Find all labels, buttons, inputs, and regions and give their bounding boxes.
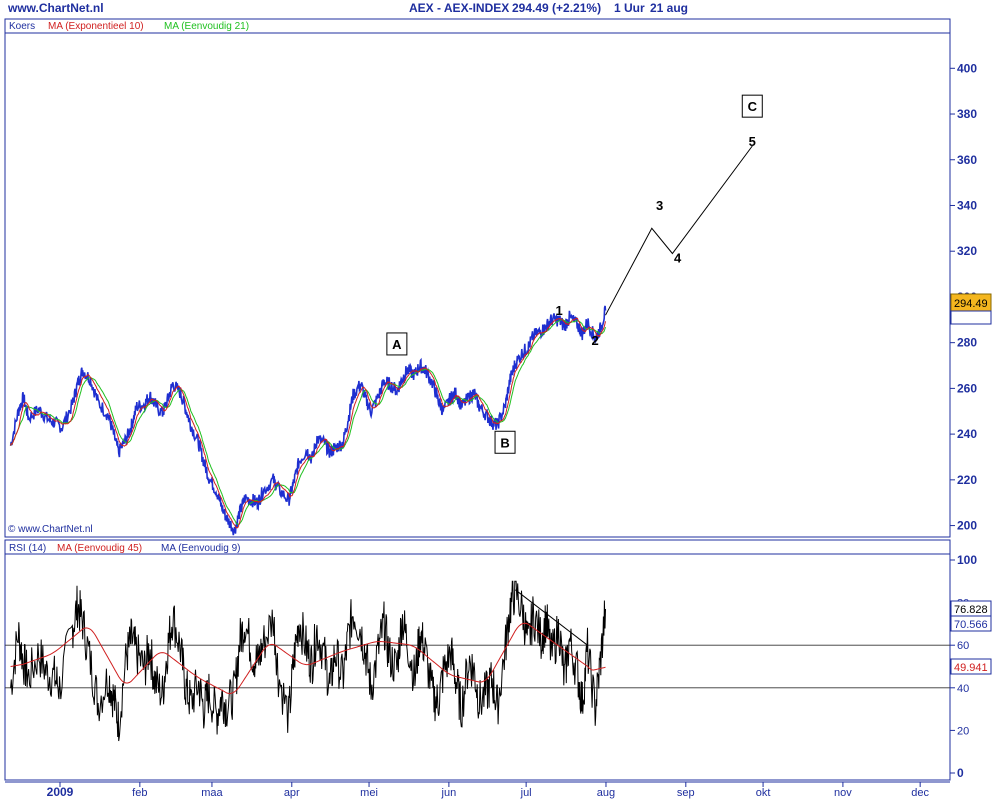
wave-label-5: 5 [749,134,756,149]
price-series [9,305,607,536]
rsi-y-tick-label: 20 [957,725,969,737]
price-y-tick-label: 340 [957,198,977,212]
legend-sma21: MA (Eenvoudig 21) [164,21,249,32]
rsi-tags: 76.828 70.566 49.941 [950,600,992,675]
wave-box-label-C: C [748,99,758,114]
wave-label-1: 1 [556,303,563,318]
x-tick-label: sep [677,787,695,799]
x-tick-label: mei [360,787,378,799]
x-tick-label: dec [911,787,929,799]
price-y-tick-label: 400 [957,61,977,75]
legend-rsi-ma9: MA (Eenvoudig 9) [161,543,241,554]
chart-interval: 1 Uur [614,1,645,15]
rsi-tag-value: 76.828 [954,604,988,616]
legend-rsi: RSI (14) [9,543,46,554]
price-y-tick-label: 280 [957,336,977,350]
rsi-panel-frame [4,539,951,781]
legend-price: Koers [9,21,35,32]
price-y-axis: 200220240260280300320340360380400 [950,61,977,533]
price-y-tick-label: 260 [957,381,977,395]
rsi-y-tick-label: 60 [957,640,969,652]
rsi-y-tick-label: 0 [957,766,964,780]
legend-rsi-ma45: MA (Eenvoudig 45) [57,543,142,554]
wave-label-4: 4 [674,251,682,266]
wave-annotations: 1 2 3 4 5 A B C [386,94,763,646]
x-tick-label: nov [834,787,852,799]
chart-quote: 294.49 (+2.21%) [512,1,601,15]
projection-line [605,145,753,316]
rsi-trendline [515,589,588,646]
x-axis: 2009 feb maa apr mei jun jul aug sep okt nov dec [47,782,930,799]
site-logo-text[interactable]: www.ChartNet.nl [7,1,104,15]
x-tick-label: apr [284,787,300,799]
rsi-tag-ma9: 70.566 [954,619,988,631]
x-tick-label: 2009 [47,785,74,799]
rsi-ma-line [10,622,606,694]
x-tick-label: maa [201,787,223,799]
price-panel-frame [4,18,951,538]
price-y-tick-label: 380 [957,107,977,121]
wave-box-A [386,332,408,356]
price-y-tick-label: 320 [957,244,977,258]
x-tick-label: aug [597,787,615,799]
wave-box-C [741,94,763,118]
rsi-y-tick-label: 100 [957,553,977,567]
chart-title: AEX - AEX-INDEX [409,1,509,15]
price-last-tag: 294.49 [950,293,992,325]
price-y-tick-label: 220 [957,473,977,487]
wave-label-2: 2 [592,333,599,348]
wave-box-label-A: A [392,337,402,352]
price-y-tick-label: 240 [957,427,977,441]
copyright-text: © www.ChartNet.nl [8,524,93,535]
x-tick-label: feb [132,787,147,799]
rsi-y-tick-label: 40 [957,683,969,695]
ema10-line [10,317,606,529]
price-y-tick-label: 360 [957,153,977,167]
wave-box-label-B: B [500,435,509,450]
legend-ema10: MA (Exponentieel 10) [48,21,144,32]
x-tick-label: okt [756,787,771,799]
sma21-line [10,318,606,525]
x-tick-label: jul [520,787,532,799]
rsi-line [10,580,606,742]
chart-date: 21 aug [650,1,688,15]
price-y-tick-label: 200 [957,519,977,533]
rsi-series [10,580,606,742]
wave-box-B [494,430,516,454]
price-last-tag-text: 294.49 [954,298,988,310]
x-tick-label: jun [441,787,457,799]
wave-label-3: 3 [656,198,663,213]
rsi-tag-ma45: 49.941 [954,662,988,674]
price-line [9,305,607,536]
